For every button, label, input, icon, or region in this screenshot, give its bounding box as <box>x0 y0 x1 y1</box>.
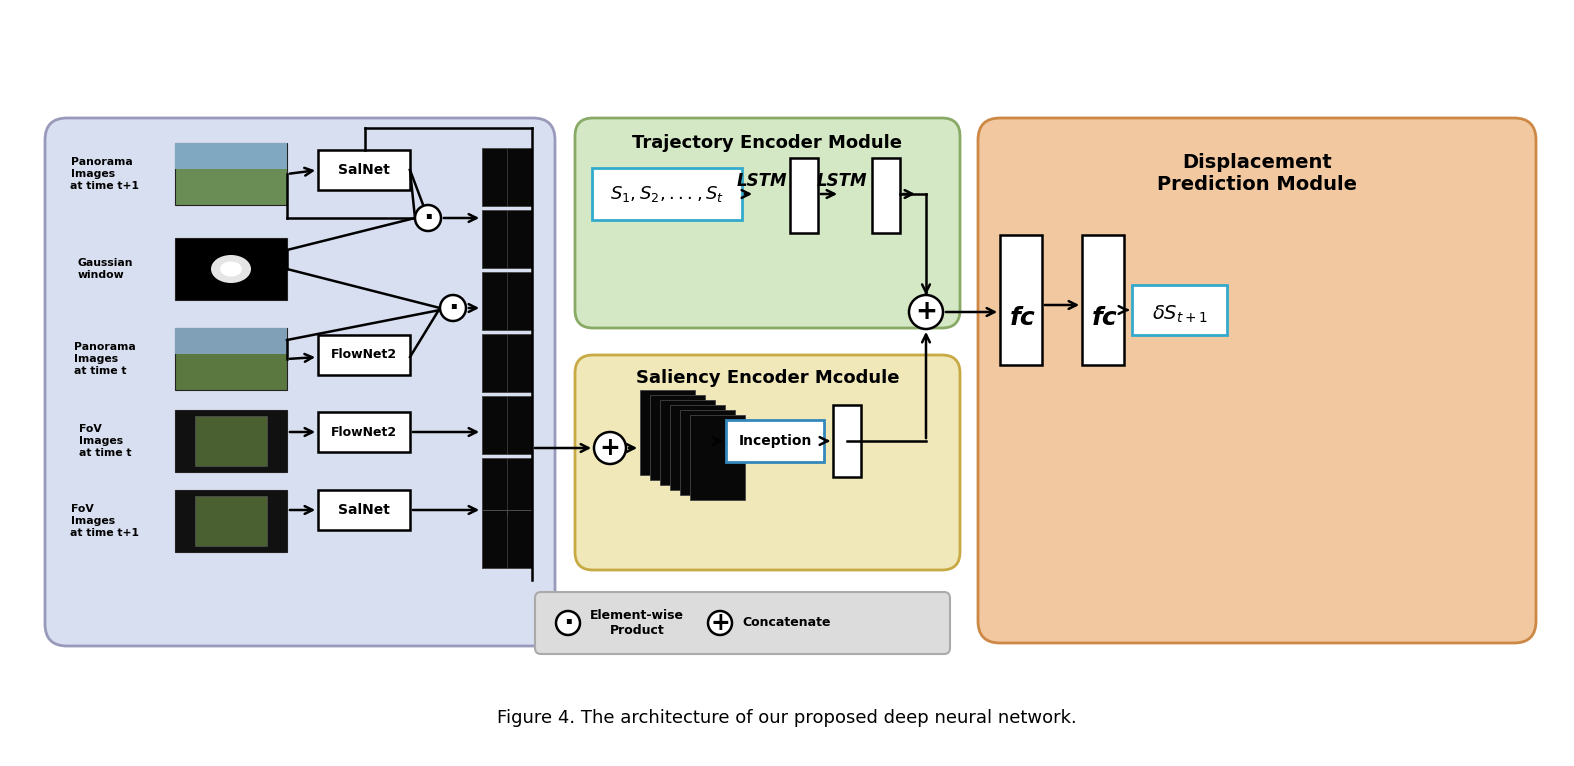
Bar <box>671 405 726 490</box>
Bar <box>641 390 696 475</box>
Text: Element-wise
Product: Element-wise Product <box>590 609 685 637</box>
Bar <box>482 272 532 330</box>
Text: +: + <box>710 611 730 635</box>
Text: +: + <box>600 436 620 460</box>
Text: FlowNet2: FlowNet2 <box>331 425 397 438</box>
FancyBboxPatch shape <box>575 355 960 570</box>
Text: SalNet: SalNet <box>338 503 390 517</box>
FancyBboxPatch shape <box>977 118 1536 643</box>
Bar <box>482 510 532 568</box>
FancyBboxPatch shape <box>535 592 951 654</box>
Text: SalNet: SalNet <box>338 163 390 177</box>
Bar <box>482 458 532 516</box>
Text: Concatenate: Concatenate <box>741 617 831 630</box>
Text: FlowNet2: FlowNet2 <box>331 349 397 362</box>
Text: ·: · <box>447 294 458 322</box>
Text: ·: · <box>562 609 573 637</box>
Bar <box>195 416 268 466</box>
Text: FoV
Images
at time t+1: FoV Images at time t+1 <box>71 504 140 538</box>
Ellipse shape <box>220 261 242 277</box>
Circle shape <box>441 295 466 321</box>
Bar <box>1132 285 1228 335</box>
Circle shape <box>708 611 732 635</box>
Bar <box>175 410 286 472</box>
FancyBboxPatch shape <box>46 118 556 646</box>
Text: Figure 4. The architecture of our proposed deep neural network.: Figure 4. The architecture of our propos… <box>497 709 1077 727</box>
Text: Panorama
Images
at time t: Panorama Images at time t <box>74 342 135 375</box>
Bar <box>689 415 745 500</box>
Text: $S_1,S_2,...,S_t$: $S_1,S_2,...,S_t$ <box>611 184 724 204</box>
Bar <box>195 496 268 546</box>
Bar <box>1081 235 1124 365</box>
Bar <box>318 412 409 452</box>
Text: FoV
Images
at time t: FoV Images at time t <box>79 424 131 457</box>
Circle shape <box>556 611 579 635</box>
Text: +: + <box>914 299 937 325</box>
Bar <box>175 238 286 300</box>
Circle shape <box>416 205 441 231</box>
Bar <box>175 143 286 205</box>
Bar <box>999 235 1042 365</box>
Text: Saliency Encoder Mcodule: Saliency Encoder Mcodule <box>636 369 899 387</box>
Bar <box>175 143 286 169</box>
Text: Trajectory Encoder Module: Trajectory Encoder Module <box>633 134 902 152</box>
Text: Gaussian
window: Gaussian window <box>77 258 132 280</box>
Ellipse shape <box>211 255 250 283</box>
Bar <box>318 150 409 190</box>
Bar <box>318 335 409 375</box>
Bar <box>833 405 861 477</box>
Bar <box>660 400 715 485</box>
Bar <box>726 420 825 462</box>
Bar <box>175 328 286 390</box>
Bar <box>482 210 532 268</box>
Text: ·: · <box>423 204 433 232</box>
Bar <box>650 395 705 480</box>
Bar <box>482 396 532 454</box>
Bar <box>482 148 532 206</box>
Bar <box>175 490 286 552</box>
Bar <box>592 168 741 220</box>
Bar <box>680 410 735 495</box>
Circle shape <box>593 432 626 464</box>
Bar <box>482 334 532 392</box>
Bar <box>175 328 286 354</box>
Bar <box>872 158 900 233</box>
Circle shape <box>910 295 943 329</box>
Text: fc: fc <box>1092 306 1118 330</box>
Text: Panorama
Images
at time t+1: Panorama Images at time t+1 <box>71 157 140 191</box>
Text: LSTM: LSTM <box>817 172 867 190</box>
Bar <box>790 158 818 233</box>
Text: LSTM: LSTM <box>737 172 787 190</box>
Bar <box>318 490 409 530</box>
Text: fc: fc <box>1011 306 1036 330</box>
Text: $\delta S_{t+1}$: $\delta S_{t+1}$ <box>1152 303 1207 325</box>
Text: Displacement
Prediction Module: Displacement Prediction Module <box>1157 152 1357 194</box>
Text: Inception: Inception <box>738 434 812 448</box>
FancyBboxPatch shape <box>575 118 960 328</box>
